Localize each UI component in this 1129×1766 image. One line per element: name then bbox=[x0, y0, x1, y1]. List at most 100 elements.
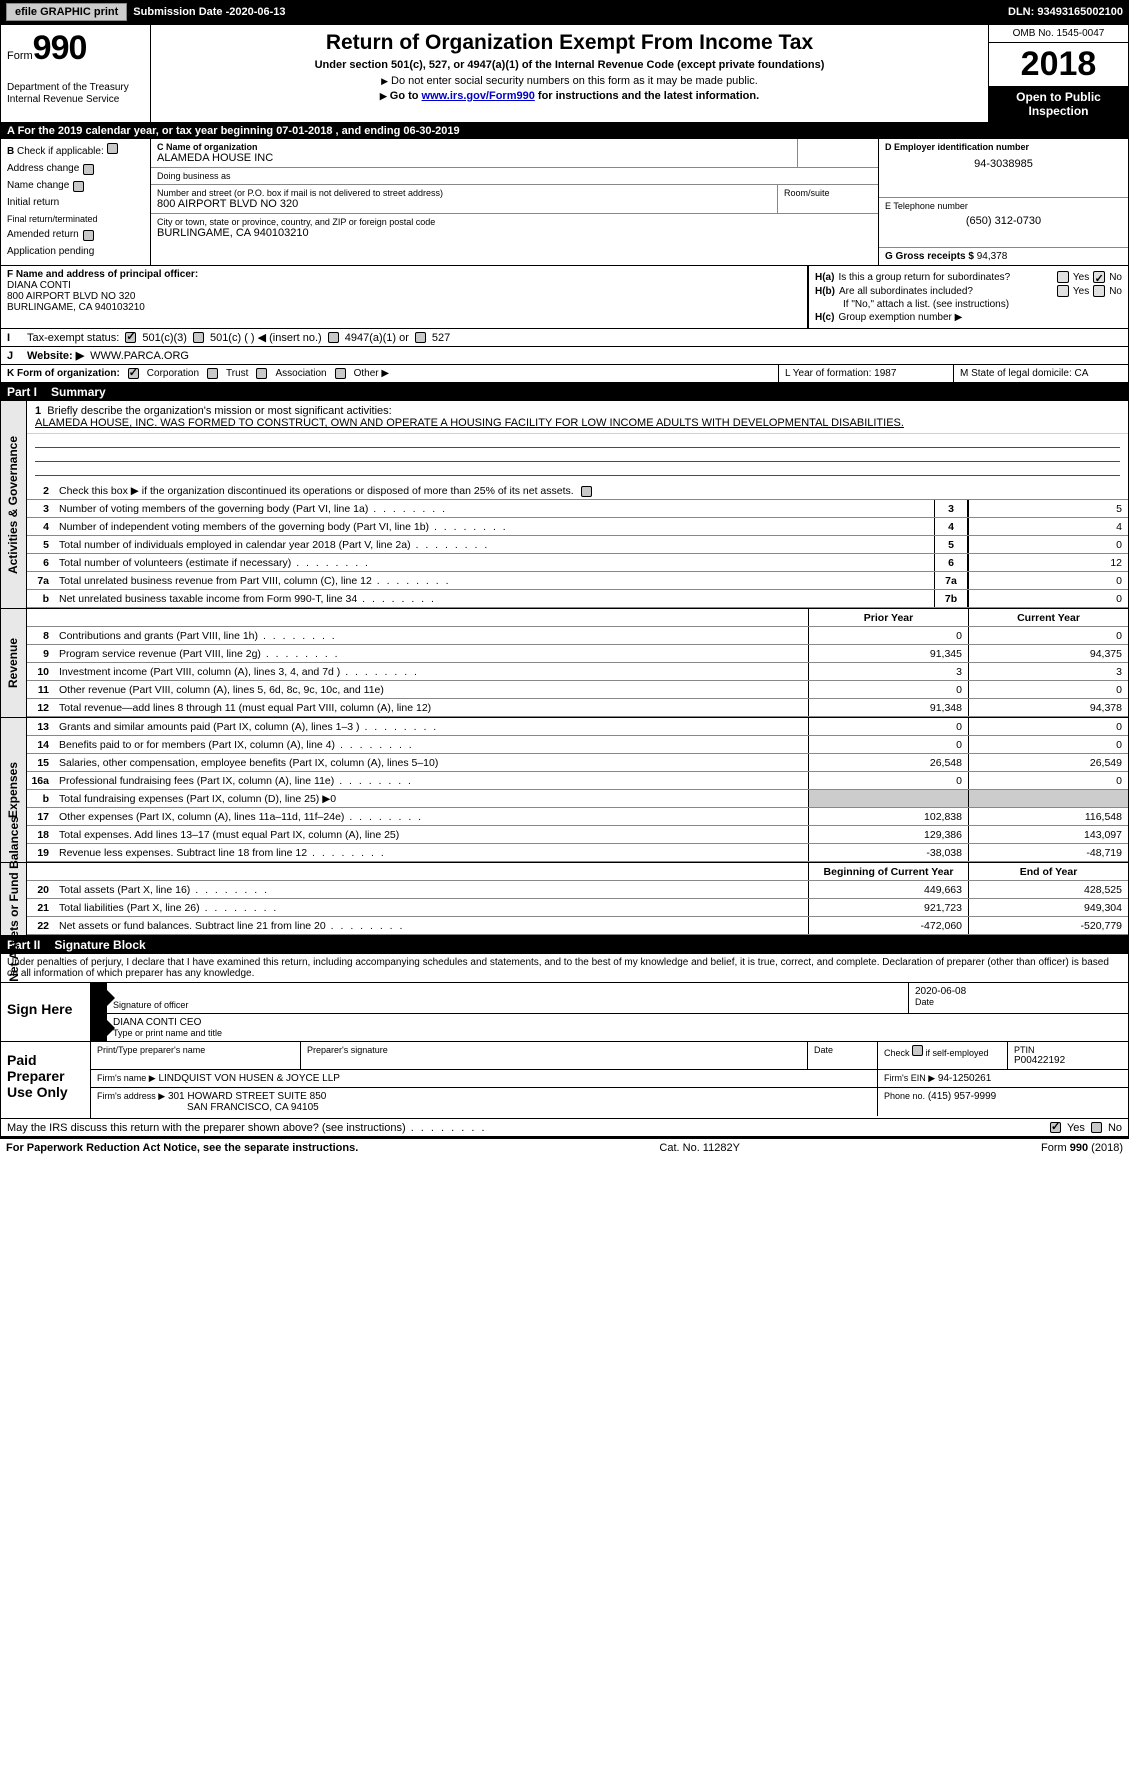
officer-name: DIANA CONTI bbox=[7, 280, 801, 291]
exp14-desc: Benefits paid to or for members (Part IX… bbox=[55, 737, 808, 753]
exp16b-p bbox=[808, 790, 968, 807]
rev9-desc: Program service revenue (Part VIII, line… bbox=[55, 646, 808, 662]
line7a-val: 0 bbox=[968, 572, 1128, 589]
dln: DLN: 93493165002100 bbox=[1008, 6, 1123, 18]
chk-discuss-no[interactable] bbox=[1091, 1122, 1102, 1133]
exp16a-c: 0 bbox=[968, 772, 1128, 789]
officer-addr1: 800 AIRPORT BLVD NO 320 bbox=[7, 291, 801, 302]
prep-check-label: Check if self-employed bbox=[884, 1045, 1001, 1058]
chk-hb-no[interactable] bbox=[1093, 285, 1105, 297]
rev11-c: 0 bbox=[968, 681, 1128, 698]
row-a-tax-year: A For the 2019 calendar year, or tax yea… bbox=[1, 123, 1128, 139]
omb-number: OMB No. 1545-0047 bbox=[989, 25, 1128, 43]
exp16a-desc: Professional fundraising fees (Part IX, … bbox=[55, 773, 808, 789]
rev8-c: 0 bbox=[968, 627, 1128, 644]
na21-c: 949,304 bbox=[968, 899, 1128, 916]
exp16b-desc: Total fundraising expenses (Part IX, col… bbox=[55, 791, 808, 807]
chk-self-employed[interactable] bbox=[912, 1045, 923, 1056]
efile-button[interactable]: efile GRAPHIC print bbox=[6, 3, 127, 21]
exp14-c: 0 bbox=[968, 736, 1128, 753]
ptin-value: P00422192 bbox=[1014, 1055, 1122, 1066]
chk-pending-label: Application pending bbox=[7, 244, 94, 260]
chk-hb-yes[interactable] bbox=[1057, 285, 1069, 297]
form-title: Return of Organization Exempt From Incom… bbox=[157, 31, 982, 55]
firm-ein-label: Firm's EIN ▶ bbox=[884, 1073, 935, 1083]
officer-addr2: BURLINGAME, CA 940103210 bbox=[7, 302, 801, 313]
exp13-p: 0 bbox=[808, 718, 968, 735]
irs-link[interactable]: www.irs.gov/Form990 bbox=[422, 90, 535, 102]
hb-note: If "No," attach a list. (see instruction… bbox=[815, 299, 1122, 310]
footer-right: Form 990 (2018) bbox=[1041, 1142, 1123, 1154]
officer-printed-label: Type or print name and title bbox=[113, 1028, 1122, 1038]
rev12-desc: Total revenue—add lines 8 through 11 (mu… bbox=[55, 700, 808, 716]
mission-label: Briefly describe the organization's miss… bbox=[47, 405, 391, 417]
chk-discuss-yes[interactable] bbox=[1050, 1122, 1061, 1133]
arrow-icon-2 bbox=[91, 1014, 107, 1041]
officer-label: F Name and address of principal officer: bbox=[7, 269, 801, 280]
sign-here-label: Sign Here bbox=[1, 983, 91, 1041]
exp17-desc: Other expenses (Part IX, column (A), lin… bbox=[55, 809, 808, 825]
prep-name-label: Print/Type preparer's name bbox=[97, 1045, 294, 1055]
na20-p: 449,663 bbox=[808, 881, 968, 898]
chk-501c[interactable] bbox=[193, 332, 204, 343]
h-block: H(a) Is this a group return for subordin… bbox=[808, 266, 1128, 328]
rev12-c: 94,378 bbox=[968, 699, 1128, 716]
room-label: Room/suite bbox=[784, 188, 872, 198]
chk-address-change[interactable] bbox=[83, 164, 94, 175]
open-to-public: Open to Public Inspection bbox=[989, 86, 1128, 122]
chk-assoc[interactable] bbox=[256, 368, 267, 379]
website-label: Website: ▶ bbox=[27, 349, 84, 362]
rev10-desc: Investment income (Part VIII, column (A)… bbox=[55, 664, 808, 680]
chk-other[interactable] bbox=[335, 368, 346, 379]
tel-label: E Telephone number bbox=[885, 201, 1122, 211]
rev12-p: 91,348 bbox=[808, 699, 968, 716]
tax-year: 2018 bbox=[989, 43, 1128, 86]
chk-final-return-label: Final return/terminated bbox=[7, 212, 98, 226]
city-label: City or town, state or province, country… bbox=[157, 217, 872, 227]
exp15-desc: Salaries, other compensation, employee b… bbox=[55, 755, 808, 771]
chk-name-change[interactable] bbox=[73, 181, 84, 192]
tax-status-label: Tax-exempt status: bbox=[27, 332, 119, 344]
exp16b-c bbox=[968, 790, 1128, 807]
chk-ha-yes[interactable] bbox=[1057, 271, 1069, 283]
prep-sig-label: Preparer's signature bbox=[307, 1045, 801, 1055]
city-value: BURLINGAME, CA 940103210 bbox=[157, 227, 872, 239]
chk-amended-label: Amended return bbox=[7, 227, 79, 243]
exp15-c: 26,549 bbox=[968, 754, 1128, 771]
exp14-p: 0 bbox=[808, 736, 968, 753]
chk-amended[interactable] bbox=[83, 230, 94, 241]
line4-val: 4 bbox=[968, 518, 1128, 535]
ein-value: 94-3038985 bbox=[885, 158, 1122, 170]
org-name: ALAMEDA HOUSE INC bbox=[157, 152, 791, 164]
line6-val: 12 bbox=[968, 554, 1128, 571]
chk-4947[interactable] bbox=[328, 332, 339, 343]
na22-c: -520,779 bbox=[968, 917, 1128, 934]
exp19-p: -38,038 bbox=[808, 844, 968, 861]
exp17-c: 116,548 bbox=[968, 808, 1128, 825]
rev9-p: 91,345 bbox=[808, 645, 968, 662]
rev8-p: 0 bbox=[808, 627, 968, 644]
box-b-checklist: B Check if applicable: Address change Na… bbox=[1, 139, 151, 265]
line7b-val: 0 bbox=[968, 590, 1128, 607]
form-frame: Form990 Department of the Treasury Inter… bbox=[0, 24, 1129, 1137]
line2-text: Check this box ▶ if the organization dis… bbox=[55, 483, 1128, 499]
chk-line2[interactable] bbox=[581, 486, 592, 497]
perjury-text: Under penalties of perjury, I declare th… bbox=[1, 954, 1128, 982]
chk-501c3[interactable] bbox=[125, 332, 136, 343]
part-2-header: Part IISignature Block bbox=[1, 936, 1128, 954]
chk-trust[interactable] bbox=[207, 368, 218, 379]
firm-name-label: Firm's name ▶ bbox=[97, 1073, 156, 1083]
chk-527[interactable] bbox=[415, 332, 426, 343]
address-value: 800 AIRPORT BLVD NO 320 bbox=[157, 198, 771, 210]
na20-c: 428,525 bbox=[968, 881, 1128, 898]
line5-val: 0 bbox=[968, 536, 1128, 553]
exp18-desc: Total expenses. Add lines 13–17 (must eq… bbox=[55, 827, 808, 843]
chk-corp[interactable] bbox=[128, 368, 139, 379]
chk-ha-no[interactable] bbox=[1093, 271, 1105, 283]
rev10-c: 3 bbox=[968, 663, 1128, 680]
firm-addr1: 301 HOWARD STREET SUITE 850 bbox=[168, 1091, 326, 1102]
rev8-desc: Contributions and grants (Part VIII, lin… bbox=[55, 628, 808, 644]
checkbox-applicable[interactable] bbox=[107, 143, 118, 154]
line4-desc: Number of independent voting members of … bbox=[55, 519, 934, 535]
footer-mid: Cat. No. 11282Y bbox=[659, 1142, 740, 1154]
